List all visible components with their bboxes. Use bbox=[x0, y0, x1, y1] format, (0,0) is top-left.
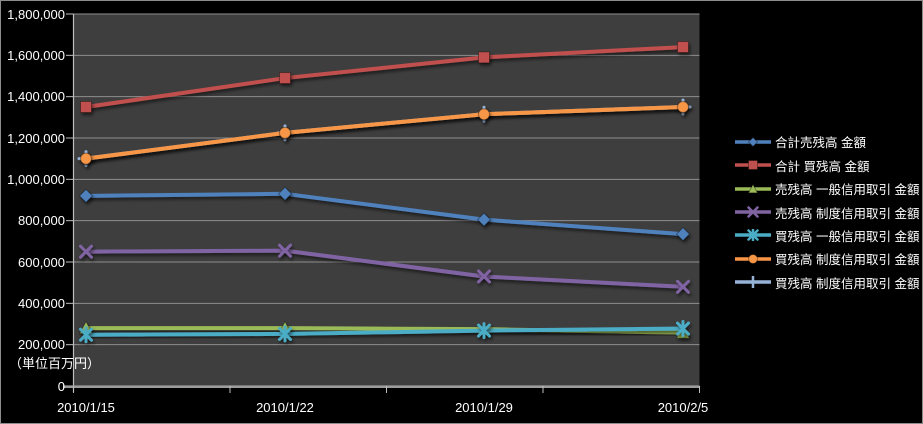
legend-label: 合計 買残高 金額 bbox=[775, 159, 870, 174]
y-axis-label: 400,000 bbox=[18, 295, 65, 311]
legend-marker-star-icon bbox=[735, 229, 771, 242]
chart-legend: 合計売残高 金額 合計 買残高 金額 売残高 一般信用取引 金額 売残高 制度信… bbox=[734, 130, 919, 294]
legend-label: 買残高 制度信用取引 金額 bbox=[775, 253, 920, 268]
y-axis-label: 800,000 bbox=[18, 213, 65, 229]
legend-label: 売残高 制度信用取引 金額 bbox=[775, 206, 920, 221]
series-line-5 bbox=[80, 101, 689, 165]
y-axis-label: 1,800,000 bbox=[7, 6, 65, 22]
legend-item: 合計 買残高 金額 bbox=[734, 153, 919, 176]
legend-item: 買残高 一般信用取引 金額 bbox=[734, 224, 919, 247]
y-axis-label: 0 bbox=[57, 378, 65, 394]
legend-item: 買残高 制度信用取引 金額 bbox=[734, 247, 919, 270]
series-line-3 bbox=[79, 243, 690, 294]
legend-marker-x-icon bbox=[735, 206, 771, 218]
y-axis-label: 200,000 bbox=[18, 337, 65, 353]
series-line-0 bbox=[78, 186, 691, 242]
legend-label: 買残高 一般信用取引 金額 bbox=[775, 229, 920, 244]
legend-label: 買残高 制度信用取引 金額 bbox=[775, 276, 920, 291]
y-axis-label: 1,200,000 bbox=[7, 130, 65, 146]
legend-marker-plus-icon bbox=[735, 276, 771, 289]
y-axis-label: 1,000,000 bbox=[7, 171, 65, 187]
y-axis-label: 600,000 bbox=[18, 254, 65, 270]
x-axis-label: 2010/1/15 bbox=[57, 400, 115, 415]
series-line-4 bbox=[79, 320, 690, 344]
series-line-1 bbox=[80, 41, 689, 113]
x-axis-label: 2010/1/22 bbox=[256, 400, 314, 415]
legend-item: 買残高 制度信用取引 金額 bbox=[734, 271, 919, 294]
legend-marker-diamond-icon bbox=[735, 136, 771, 147]
legend-label: 売残高 一般信用取引 金額 bbox=[775, 183, 920, 198]
x-axis-label: 2010/1/29 bbox=[455, 400, 513, 415]
legend-marker-triangle-icon bbox=[735, 183, 771, 193]
legend-marker-circle-icon bbox=[735, 253, 771, 264]
legend-item: 合計売残高 金額 bbox=[734, 130, 919, 153]
y-axis-label: 1,400,000 bbox=[7, 89, 65, 105]
legend-marker-square-icon bbox=[735, 160, 771, 171]
legend-item: 売残高 制度信用取引 金額 bbox=[734, 200, 919, 223]
plot-area bbox=[73, 14, 700, 386]
legend-item: 売残高 一般信用取引 金額 bbox=[734, 177, 919, 200]
x-axis-label: 2010/2/5 bbox=[657, 400, 709, 415]
legend-label: 合計売残高 金額 bbox=[775, 136, 866, 151]
y-axis-label: 1,600,000 bbox=[7, 47, 65, 63]
y-axis-unit-label: （単位百万円） bbox=[9, 356, 101, 371]
